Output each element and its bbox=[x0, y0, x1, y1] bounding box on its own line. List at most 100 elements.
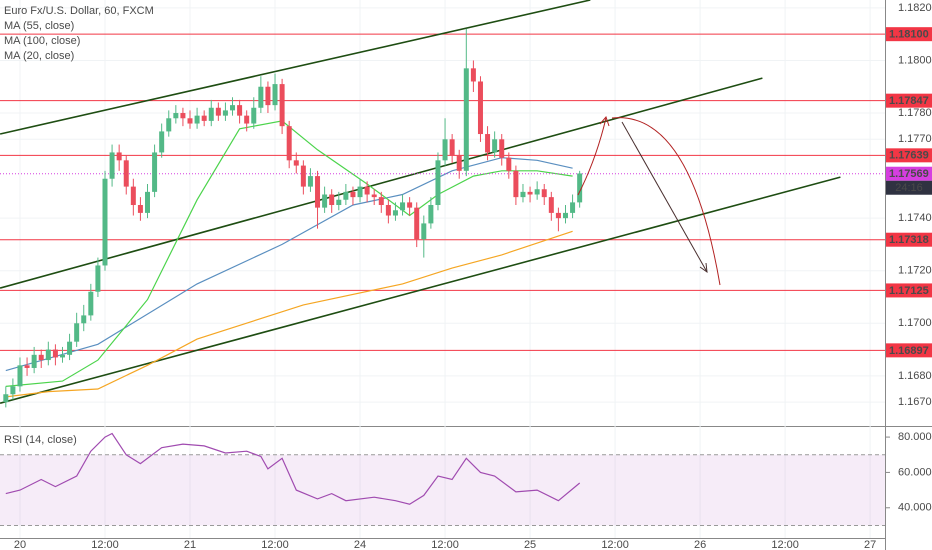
level-label: 1.18100 bbox=[889, 29, 929, 41]
level-label: 1.17639 bbox=[889, 150, 929, 162]
candle-body bbox=[180, 113, 186, 119]
x-tick-label: 12:00 bbox=[91, 539, 119, 550]
trendline bbox=[0, 0, 591, 135]
y-tick-label: 1.17200 bbox=[898, 265, 932, 277]
candle-body bbox=[201, 115, 207, 121]
candle-body bbox=[534, 189, 540, 195]
candle-body bbox=[513, 170, 519, 198]
x-tick-label: 24 bbox=[354, 539, 366, 550]
candle-body bbox=[286, 126, 292, 161]
candle-body bbox=[527, 191, 533, 195]
candle-body bbox=[59, 354, 65, 358]
countdown-label: 24:16 bbox=[895, 182, 923, 194]
level-label-box bbox=[886, 93, 932, 108]
candle-body bbox=[456, 155, 462, 171]
y-tick-label: 1.17400 bbox=[898, 212, 932, 224]
candle-body bbox=[251, 107, 257, 124]
candle-body bbox=[463, 68, 469, 171]
moving-average bbox=[5, 230, 573, 398]
x-tick-label: 12:00 bbox=[771, 539, 799, 550]
candle-body bbox=[492, 139, 498, 153]
candle-body bbox=[258, 86, 264, 108]
moving-average bbox=[5, 157, 573, 372]
x-tick-label: 12:00 bbox=[601, 539, 629, 550]
candle-body bbox=[577, 173, 583, 203]
candle-body bbox=[116, 152, 122, 161]
candle-body bbox=[222, 110, 228, 116]
x-tick-label: 12:00 bbox=[261, 539, 289, 550]
arrowhead bbox=[699, 262, 708, 274]
candle-body bbox=[10, 386, 16, 395]
level-label: 1.17847 bbox=[889, 95, 929, 107]
candle-body bbox=[279, 84, 285, 127]
candle-body bbox=[477, 81, 483, 135]
candle-body bbox=[378, 197, 384, 206]
level-label: 1.17125 bbox=[889, 285, 929, 297]
candle-body bbox=[307, 176, 313, 187]
candle-body bbox=[562, 212, 568, 219]
candle-body bbox=[428, 205, 434, 224]
candle-body bbox=[350, 191, 356, 198]
x-tick-label: 26 bbox=[694, 539, 706, 550]
last-price-label: 1.17569 bbox=[889, 168, 929, 180]
rsi-tick-label: 60.0000 bbox=[898, 466, 932, 478]
candle-body bbox=[400, 202, 406, 211]
candle-body bbox=[343, 191, 349, 200]
forecast-drawing bbox=[577, 116, 721, 286]
y-tick-label: 1.18200 bbox=[898, 2, 932, 14]
rsi-line bbox=[5, 432, 581, 505]
candle-body bbox=[336, 199, 342, 206]
y-tick-label: 1.17700 bbox=[898, 133, 932, 145]
rsi-tick-label: 40.0000 bbox=[898, 502, 932, 514]
candle-body bbox=[421, 223, 427, 240]
candle-body bbox=[364, 186, 370, 195]
moving-average bbox=[5, 120, 573, 387]
candle-body bbox=[414, 207, 420, 240]
candle-body bbox=[130, 186, 136, 206]
candle-body bbox=[265, 86, 271, 106]
candle-body bbox=[541, 189, 547, 198]
candle-body bbox=[272, 84, 278, 106]
candle-body bbox=[3, 394, 9, 403]
candle-body bbox=[520, 191, 526, 198]
candle-body bbox=[173, 113, 179, 119]
level-label-box bbox=[886, 232, 932, 247]
candle-body bbox=[17, 365, 23, 387]
candle-body bbox=[52, 349, 58, 358]
trendline bbox=[0, 77, 763, 289]
y-tick-label: 1.16800 bbox=[898, 370, 932, 382]
candle-body bbox=[208, 107, 214, 121]
candle-body bbox=[109, 152, 115, 179]
countdown-box bbox=[886, 180, 932, 195]
candle-body bbox=[293, 160, 299, 166]
candle-body bbox=[230, 105, 236, 111]
level-label-box bbox=[886, 283, 932, 298]
candle-body bbox=[407, 202, 413, 208]
candle-body bbox=[67, 341, 73, 355]
level-label: 1.17318 bbox=[889, 234, 929, 246]
candle-body bbox=[194, 115, 200, 124]
level-label-box bbox=[886, 148, 932, 163]
x-tick-label: 21 bbox=[184, 539, 196, 550]
candle-body bbox=[24, 365, 30, 368]
last-price-box bbox=[886, 166, 932, 181]
chart-title: Euro Fx/U.S. Dollar, 60, FXCM bbox=[4, 5, 154, 17]
x-tick-label: 20 bbox=[14, 539, 26, 550]
candle-body bbox=[485, 134, 491, 153]
trendline bbox=[0, 176, 841, 404]
candle-body bbox=[137, 205, 143, 213]
candle-body bbox=[392, 210, 398, 216]
x-tick-label: 25 bbox=[524, 539, 536, 550]
candle-body bbox=[548, 197, 554, 213]
candle-body bbox=[145, 191, 150, 213]
candle-body bbox=[506, 157, 512, 171]
forecast-arc bbox=[611, 117, 721, 286]
rsi-title: RSI (14, close) bbox=[4, 434, 77, 446]
candle-body bbox=[45, 349, 51, 361]
rsi-band bbox=[0, 454, 885, 526]
candle-body bbox=[449, 139, 455, 156]
candle-body bbox=[159, 131, 165, 153]
candle-body bbox=[38, 354, 44, 361]
